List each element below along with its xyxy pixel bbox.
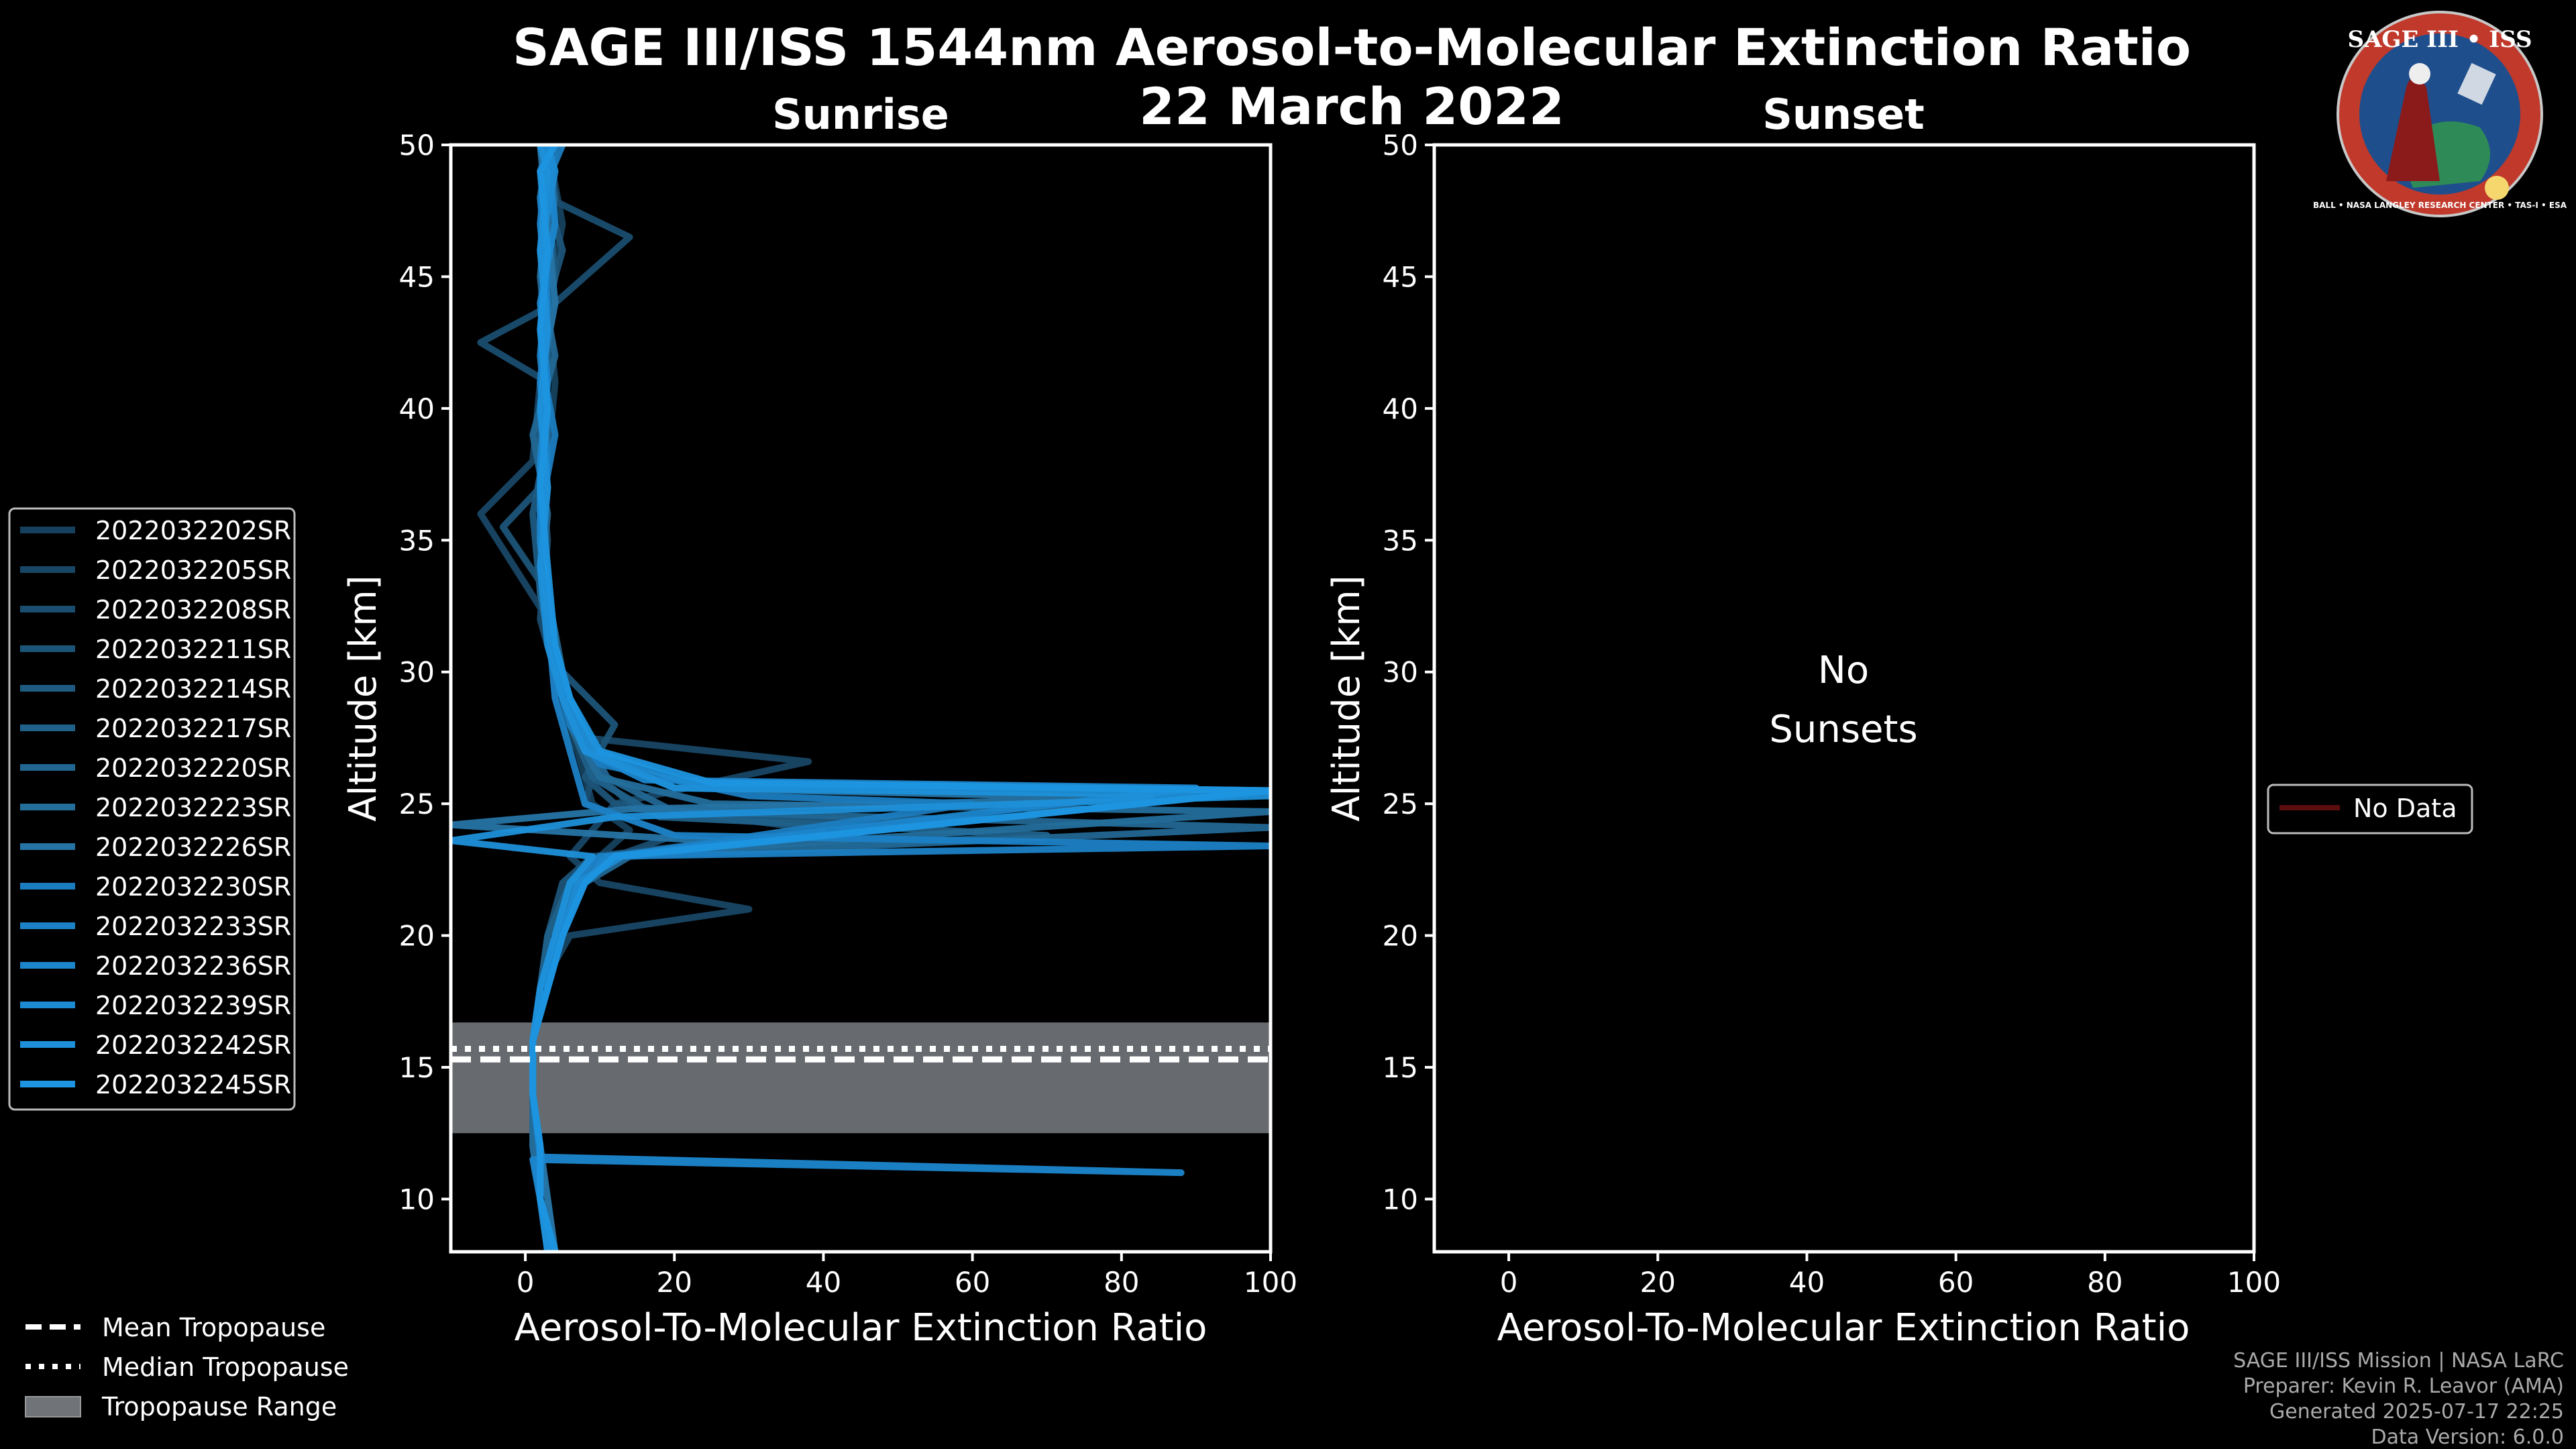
sunset-ytick-label: 20 — [1383, 920, 1418, 953]
logo-title-text: SAGE III • ISS — [2347, 26, 2532, 53]
sunrise-series-group — [451, 145, 1271, 1252]
sunrise-xtick-label: 40 — [806, 1266, 841, 1299]
legend-label-2022032242SR: 2022032242SR — [95, 1030, 291, 1060]
legend-label-2022032211SR: 2022032211SR — [95, 635, 291, 664]
tropopause-range-band — [451, 1022, 1271, 1134]
logo-moon-icon — [2409, 63, 2430, 85]
sunset-xtick-label: 20 — [1640, 1266, 1676, 1299]
sunrise-ticks: 0 20 40 60 80 100 10 15 20 25 30 35 40 45 50 — [399, 129, 1298, 1299]
legend-label-2022032202SR: 2022032202SR — [95, 516, 291, 545]
sunset-xtick-label: 40 — [1789, 1266, 1825, 1299]
sunset-plot-frame — [1432, 143, 2256, 1254]
sunset-ytick-label: 40 — [1383, 392, 1418, 425]
sunset-xtick-label: 60 — [1938, 1266, 1974, 1299]
credit-preparer: Preparer: Kevin R. Leavor (AMA) — [2243, 1375, 2564, 1398]
no-data-legend: No Data — [2267, 784, 2473, 835]
sunset-ylabel: Altitude [km] — [1325, 575, 1368, 821]
credit-mission: SAGE III/ISS Mission | NASA LaRC — [2233, 1349, 2564, 1373]
sunset-ytick-label: 30 — [1383, 656, 1418, 689]
sunset-xlabel: Aerosol-To-Molecular Extinction Ratio — [1497, 1306, 2190, 1350]
legend-label-2022032217SR: 2022032217SR — [95, 714, 291, 743]
legend-label-2022032214SR: 2022032214SR — [95, 674, 291, 704]
sunrise-ytick-label: 15 — [399, 1051, 435, 1084]
legend-label-2022032226SR: 2022032226SR — [95, 833, 291, 862]
sunrise-xtick-label: 60 — [955, 1266, 990, 1299]
series-legend-frame — [8, 507, 296, 1111]
sunrise-xtick-label: 20 — [657, 1266, 692, 1299]
sunrise-ytick-label: 25 — [399, 788, 435, 820]
logo-figure-icon — [2386, 77, 2440, 181]
series-line-2022032245SR — [529, 145, 1271, 1252]
legend-label-2022032233SR: 2022032233SR — [95, 912, 291, 941]
legend-label-2022032220SR: 2022032220SR — [95, 753, 291, 783]
tropopause-range-label: Tropopause Range — [101, 1392, 337, 1421]
sunset-panel-title: Sunset — [1762, 90, 1925, 139]
sunset-xtick-label: 100 — [2227, 1266, 2281, 1299]
chart-date: 22 March 2022 — [1139, 76, 1564, 136]
sage-iss-logo: SAGE III • ISS BALL • NASA LANGLEY RESEA… — [2313, 11, 2567, 217]
logo-station-icon — [2457, 62, 2496, 105]
sunset-ytick-label: 50 — [1383, 129, 1418, 162]
sunrise-panel: 0 20 40 60 80 100 10 15 20 25 30 35 40 45 50 Aerosol-T… — [341, 129, 1297, 1350]
sunset-xtick-label: 80 — [2087, 1266, 2123, 1299]
credit-generated: Generated 2025-07-17 22:25 — [2269, 1400, 2564, 1424]
sunrise-xtick-label: 0 — [517, 1266, 535, 1299]
credit-version: Data Version: 6.0.0 — [2371, 1426, 2564, 1449]
legend-label-2022032208SR: 2022032208SR — [95, 595, 291, 625]
sunset-ytick-label: 10 — [1383, 1183, 1418, 1216]
tropopause-layer — [451, 1022, 1271, 1134]
tropopause-legend: Mean Tropopause Median Tropopause Tropop… — [25, 1313, 349, 1421]
sunset-ytick-label: 35 — [1383, 524, 1418, 557]
legend-label-2022032245SR: 2022032245SR — [95, 1070, 291, 1099]
median-tropopause-label: Median Tropopause — [102, 1352, 349, 1382]
sunrise-ylabel: Altitude [km] — [341, 575, 385, 821]
sunset-ticks: 0 20 40 60 80 100 10 15 20 25 30 35 40 45 50 — [1383, 129, 2282, 1299]
sunrise-ytick-label: 20 — [399, 920, 435, 953]
sunrise-xtick-label: 80 — [1104, 1266, 1139, 1299]
no-sunsets-line1: No — [1818, 649, 1869, 692]
sunrise-ytick-label: 35 — [399, 524, 435, 557]
sunrise-ytick-label: 30 — [399, 656, 435, 689]
sunset-ytick-label: 45 — [1383, 260, 1418, 293]
sunset-xtick-label: 0 — [1500, 1266, 1518, 1299]
series-legend: 2022032202SR 2022032205SR 2022032208SR 2022… — [8, 507, 296, 1111]
legend-label-2022032223SR: 2022032223SR — [95, 793, 291, 822]
tropopause-range-swatch — [25, 1396, 81, 1417]
legend-label-2022032205SR: 2022032205SR — [95, 555, 291, 585]
sunrise-panel-title: Sunrise — [772, 90, 949, 139]
mean-tropopause-label: Mean Tropopause — [102, 1313, 325, 1342]
no-data-legend-frame — [2267, 784, 2473, 835]
legend-label-2022032236SR: 2022032236SR — [95, 951, 291, 981]
series-legend-entries: 2022032202SR 2022032205SR 2022032208SR 2022… — [20, 516, 291, 1099]
sunrise-plot-frame — [449, 143, 1273, 1254]
sunset-panel: 0 20 40 60 80 100 10 15 20 25 30 35 40 45 50 No Sunset… — [1325, 129, 2281, 1350]
sunset-ytick-label: 25 — [1383, 788, 1418, 820]
logo-sun-icon — [2485, 176, 2509, 200]
legend-label-2022032239SR: 2022032239SR — [95, 991, 291, 1020]
no-sunsets-line2: Sunsets — [1769, 708, 1917, 751]
legend-label-2022032230SR: 2022032230SR — [95, 872, 291, 902]
sunrise-ytick-label: 10 — [399, 1183, 435, 1216]
logo-ring-text: BALL • NASA LANGLEY RESEARCH CENTER • TA… — [2313, 201, 2567, 210]
sunrise-ytick-label: 45 — [399, 260, 435, 293]
sunset-ytick-label: 15 — [1383, 1051, 1418, 1084]
chart-title: SAGE III/ISS 1544nm Aerosol-to-Molecular… — [513, 17, 2191, 77]
sunrise-ytick-label: 40 — [399, 392, 435, 425]
no-data-label: No Data — [2353, 794, 2457, 823]
sunrise-ytick-label: 50 — [399, 129, 435, 162]
sunrise-xtick-label: 100 — [1244, 1266, 1297, 1299]
sunrise-xlabel: Aerosol-To-Molecular Extinction Ratio — [515, 1306, 1208, 1350]
